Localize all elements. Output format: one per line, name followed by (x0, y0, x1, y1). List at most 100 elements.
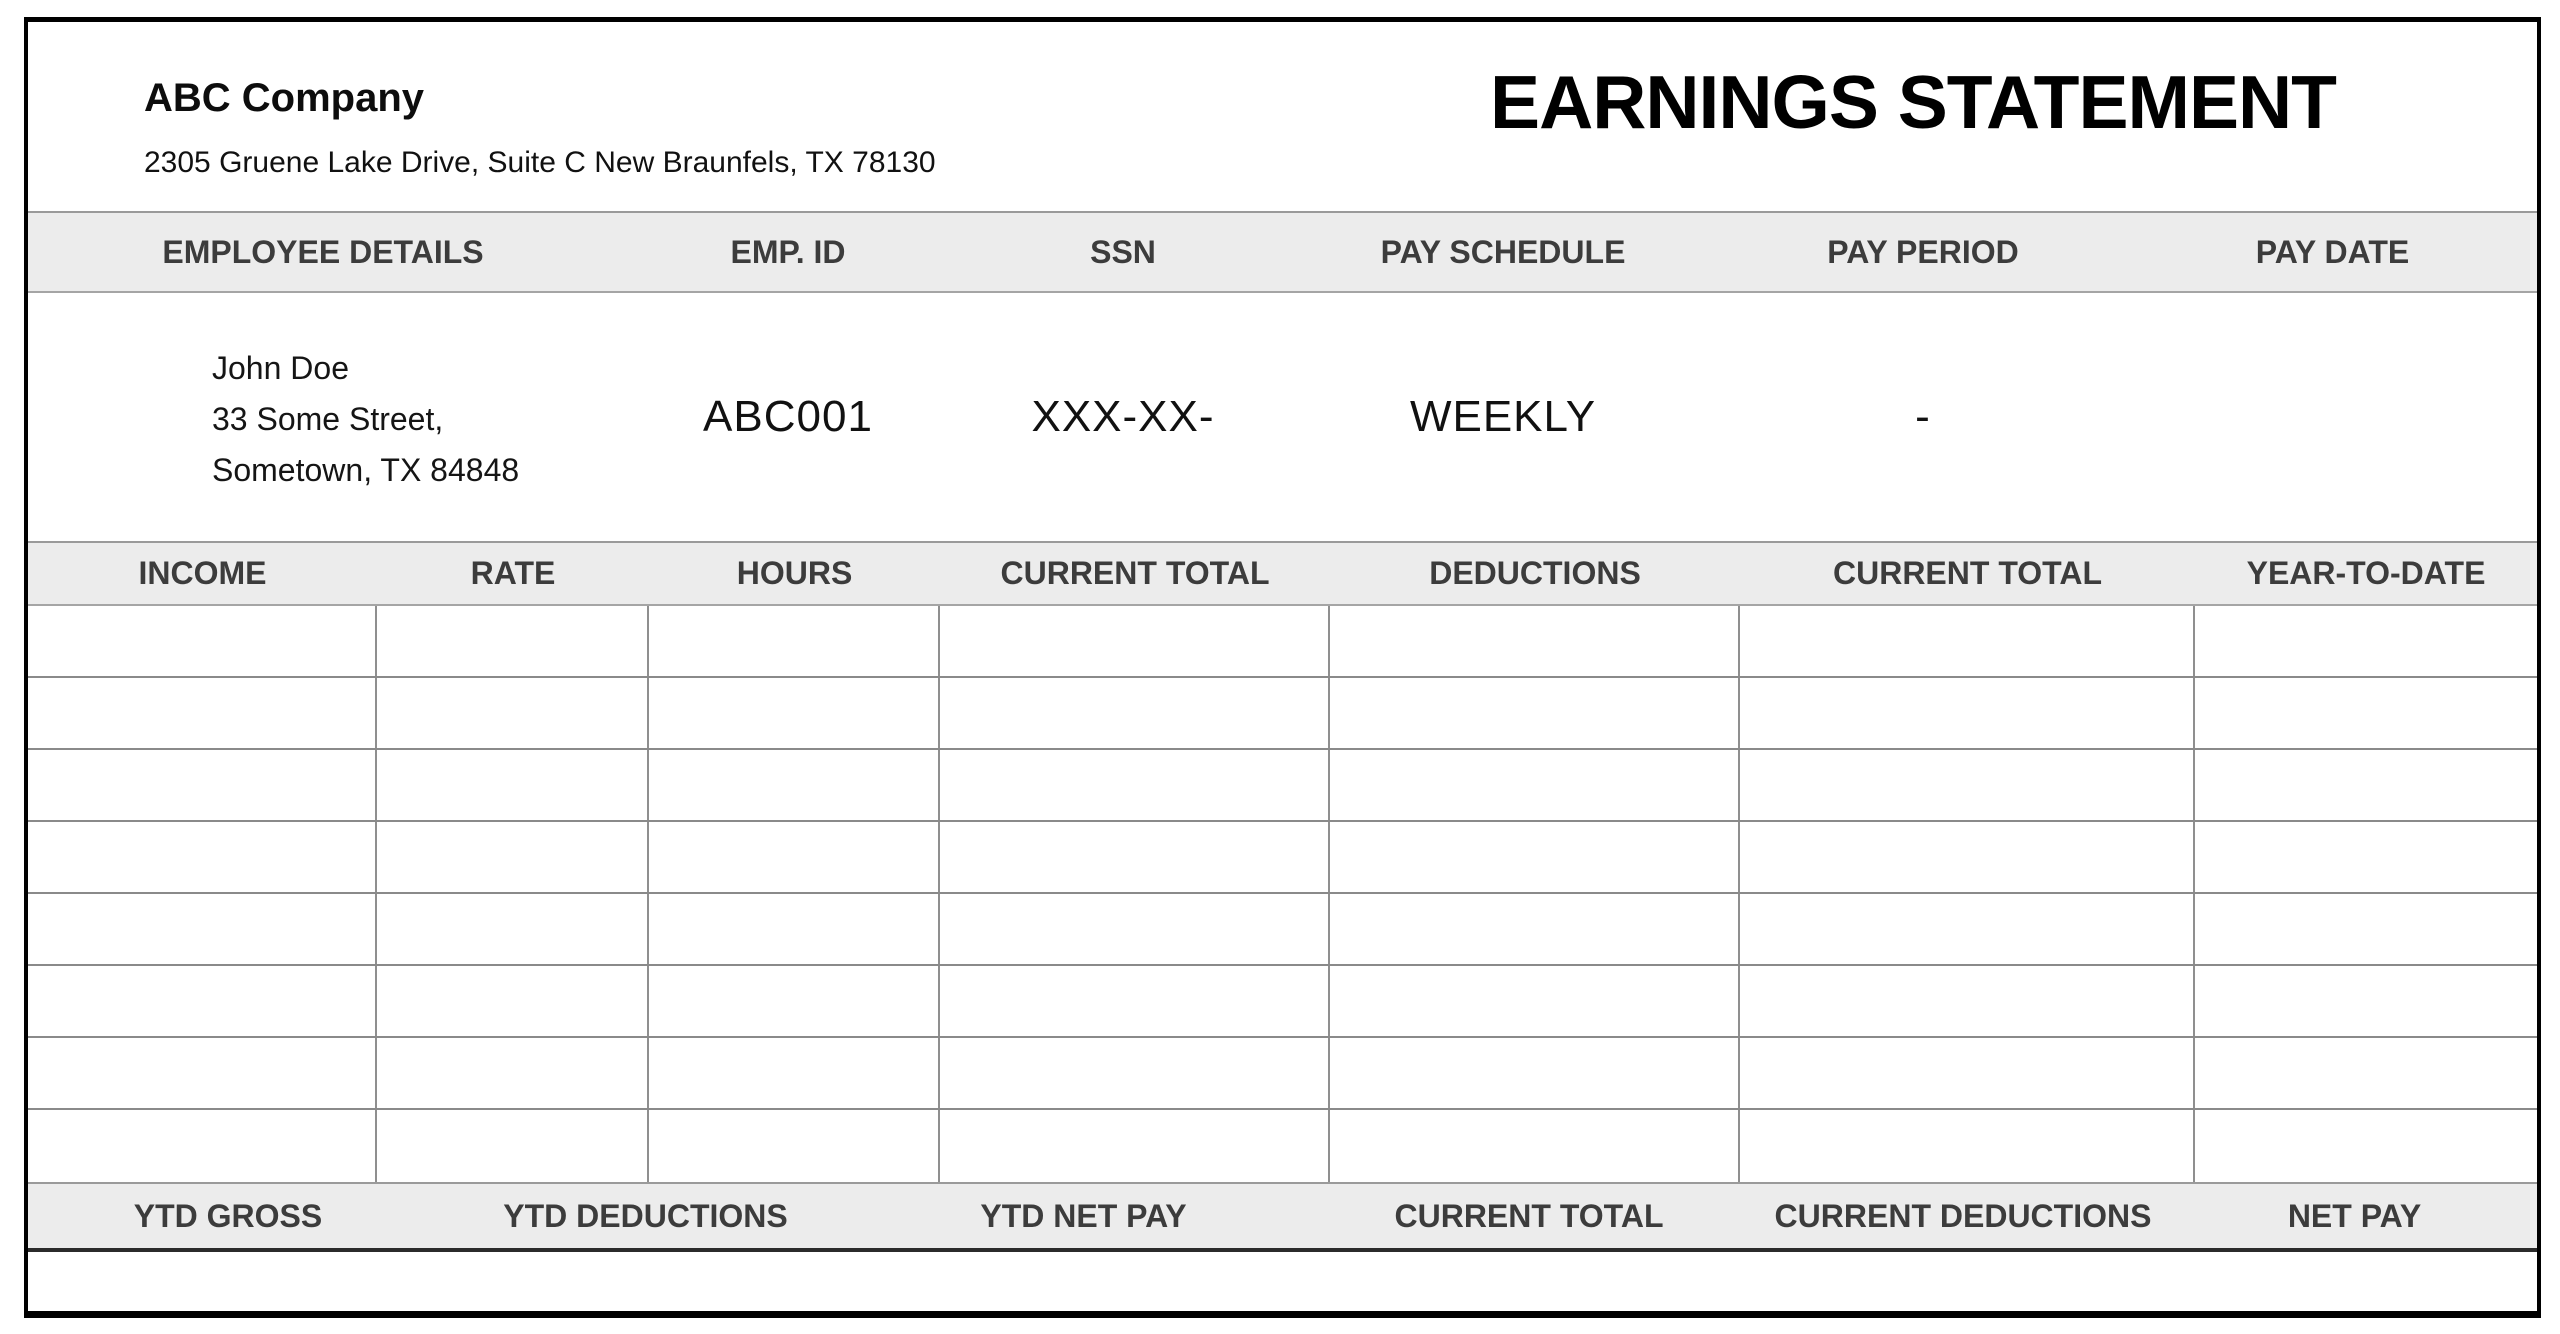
table-cell (377, 678, 649, 748)
table-cell (1740, 606, 2195, 676)
company-name: ABC Company (144, 76, 425, 120)
table-row (28, 966, 2537, 1038)
table-cell (940, 1110, 1330, 1182)
table-cell (1740, 894, 2195, 964)
table-row (28, 750, 2537, 822)
table-cell (940, 678, 1330, 748)
table-cell (28, 606, 377, 676)
table-cell (2195, 1038, 2537, 1108)
table-cell (649, 606, 940, 676)
table-row (28, 822, 2537, 894)
table-cell (1330, 606, 1740, 676)
table-row (28, 678, 2537, 750)
earnings-header-band: INCOME RATE HOURS CURRENT TOTAL DEDUCTIO… (28, 541, 2537, 606)
table-cell (2195, 1110, 2537, 1182)
table-cell (377, 1038, 649, 1108)
table-cell (1330, 1038, 1740, 1108)
employee-header-emp-id: EMP. ID (730, 233, 846, 270)
table-cell (1740, 966, 2195, 1036)
employee-name: John Doe (212, 350, 349, 386)
employee-id-value: ABC001 (703, 392, 873, 441)
summary-header-band: YTD GROSS YTD DEDUCTIONS YTD NET PAY CUR… (28, 1182, 2537, 1252)
table-row (28, 894, 2537, 966)
employee-ssn-value: XXX-XX- (1031, 392, 1215, 441)
summary-values-row (28, 1252, 2537, 1311)
employee-header-pay-period: PAY PERIOD (1827, 233, 2019, 270)
table-cell (28, 822, 377, 892)
table-cell (377, 966, 649, 1036)
document-header: ABC Company 2305 Gruene Lake Drive, Suit… (28, 22, 2537, 211)
table-cell (1740, 678, 2195, 748)
table-cell (649, 966, 940, 1036)
page-title: EARNINGS STATEMENT (1490, 60, 2337, 144)
table-cell (940, 606, 1330, 676)
table-cell (940, 966, 1330, 1036)
summary-header-current-total: CURRENT TOTAL (1394, 1197, 1664, 1234)
table-cell (1330, 894, 1740, 964)
table-cell (1330, 1110, 1740, 1182)
employee-address-line2: Sometown, TX 84848 (212, 452, 520, 488)
summary-header-ytd-net-pay: YTD NET PAY (980, 1197, 1187, 1234)
table-cell (377, 822, 649, 892)
table-cell (1740, 1110, 2195, 1182)
table-cell (940, 894, 1330, 964)
table-cell (2195, 822, 2537, 892)
company-address: 2305 Gruene Lake Drive, Suite C New Brau… (144, 146, 936, 179)
earnings-header-income: INCOME (138, 555, 267, 591)
summary-header-ytd-deductions: YTD DEDUCTIONS (503, 1197, 788, 1234)
table-cell (1330, 822, 1740, 892)
pay-period-value: - (1915, 392, 1931, 441)
table-cell (1740, 750, 2195, 820)
employee-address-block: John Doe 33 Some Street, Sometown, TX 84… (28, 293, 618, 496)
table-cell (28, 894, 377, 964)
employee-address-line1: 33 Some Street, (212, 401, 444, 437)
table-cell (649, 1038, 940, 1108)
earnings-statement-document: ABC Company 2305 Gruene Lake Drive, Suit… (24, 17, 2541, 1318)
table-cell (649, 750, 940, 820)
table-cell (1740, 822, 2195, 892)
table-cell (649, 894, 940, 964)
employee-header-pay-schedule: PAY SCHEDULE (1380, 233, 1626, 270)
employee-details-row: John Doe 33 Some Street, Sometown, TX 84… (28, 293, 2537, 541)
summary-header-ytd-gross: YTD GROSS (133, 1197, 323, 1234)
employee-header-employee-details: EMPLOYEE DETAILS (162, 233, 484, 270)
table-cell (940, 750, 1330, 820)
table-cell (649, 822, 940, 892)
table-cell (649, 1110, 940, 1182)
earnings-header-current-total: CURRENT TOTAL (1000, 555, 1270, 591)
table-cell (2195, 894, 2537, 964)
table-cell (2195, 966, 2537, 1036)
earnings-header-hours: HOURS (736, 555, 853, 591)
earnings-header-deductions-current-total: CURRENT TOTAL (1832, 555, 2102, 591)
employee-header-band: EMPLOYEE DETAILS EMP. ID SSN PAY SCHEDUL… (28, 211, 2537, 293)
table-cell (377, 750, 649, 820)
summary-header-current-deductions: CURRENT DEDUCTIONS (1774, 1197, 2152, 1234)
earnings-header-rate: RATE (470, 555, 556, 591)
table-row (28, 1038, 2537, 1110)
table-cell (28, 1038, 377, 1108)
table-cell (28, 966, 377, 1036)
earnings-table-grid (28, 606, 2537, 1182)
summary-header-net-pay: NET PAY (2287, 1197, 2422, 1234)
table-cell (28, 1110, 377, 1182)
table-cell (28, 750, 377, 820)
pay-schedule-value: WEEKLY (1409, 392, 1597, 441)
table-cell (649, 678, 940, 748)
company-block: ABC Company 2305 Gruene Lake Drive, Suit… (144, 74, 936, 182)
earnings-header-deductions: DEDUCTIONS (1429, 555, 1641, 591)
table-cell (2195, 606, 2537, 676)
table-cell (2195, 750, 2537, 820)
table-cell (1740, 1038, 2195, 1108)
employee-header-pay-date: PAY DATE (2255, 233, 2410, 270)
table-row (28, 606, 2537, 678)
table-cell (377, 894, 649, 964)
table-cell (940, 822, 1330, 892)
table-cell (377, 606, 649, 676)
table-cell (1330, 678, 1740, 748)
table-cell (940, 1038, 1330, 1108)
table-cell (377, 1110, 649, 1182)
employee-header-ssn: SSN (1090, 233, 1156, 270)
table-cell (1330, 750, 1740, 820)
table-cell (2195, 678, 2537, 748)
table-cell (1330, 966, 1740, 1036)
